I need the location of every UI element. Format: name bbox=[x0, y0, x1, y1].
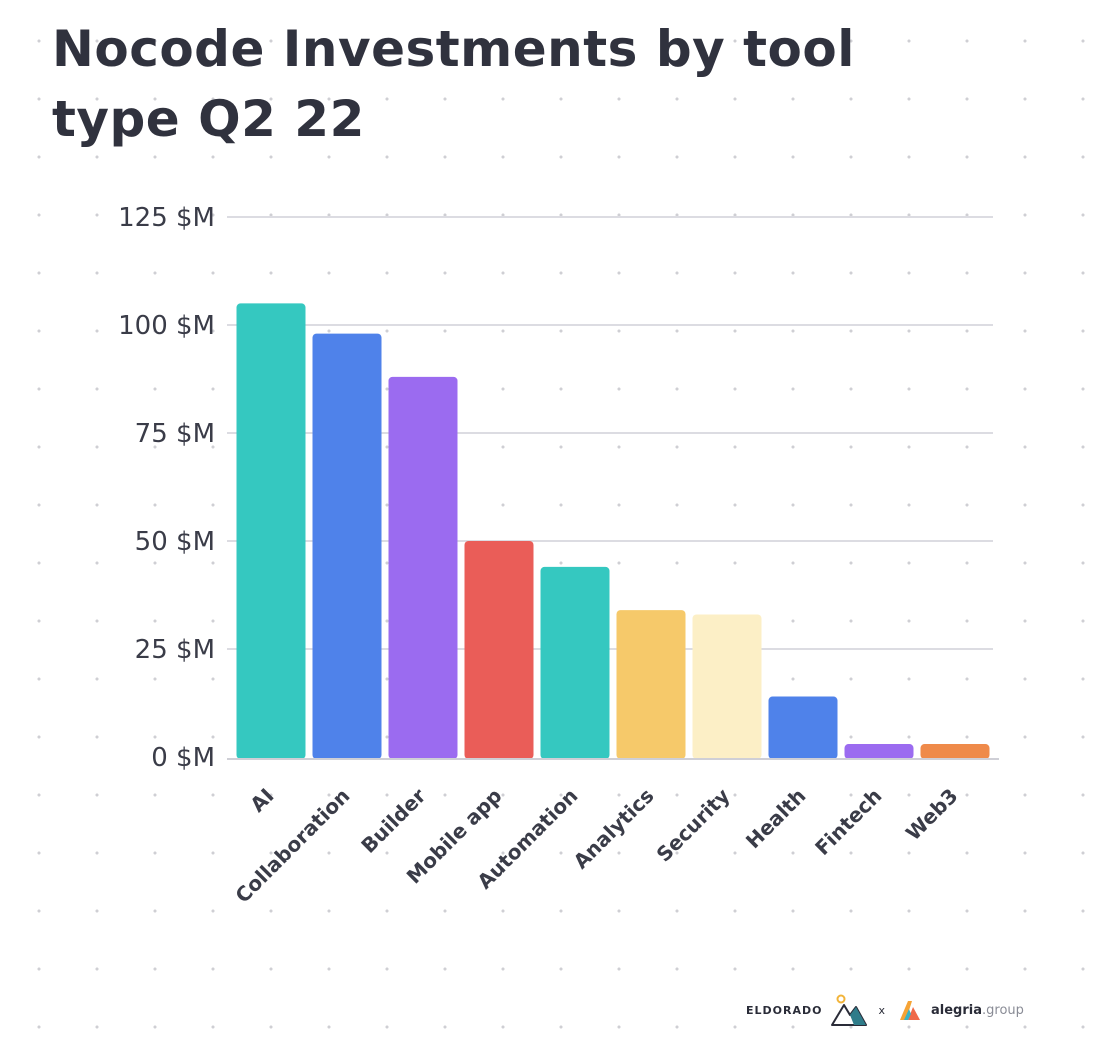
y-tick-label: 25 $M bbox=[135, 635, 215, 665]
credits-separator: x bbox=[878, 1003, 885, 1017]
y-tick-label: 125 $M bbox=[118, 203, 215, 233]
x-tick-label: Builder bbox=[356, 783, 430, 857]
bar-mobile-app bbox=[464, 541, 534, 759]
alegria-logo-suffix: .group bbox=[982, 1002, 1024, 1018]
alegria-logo-icon bbox=[900, 1001, 920, 1020]
eldorado-mountain-icon bbox=[831, 994, 868, 1026]
bar-automation bbox=[540, 566, 610, 759]
y-axis-ticks: 0 $M 25 $M 50 $M 75 $M 100 $M 125 $M bbox=[118, 203, 215, 773]
x-tick-label: Web3 bbox=[901, 784, 963, 846]
bar-web3 bbox=[920, 744, 990, 759]
bar-fintech bbox=[844, 744, 914, 759]
x-tick-label: Health bbox=[741, 784, 811, 854]
y-tick-label: 50 $M bbox=[135, 527, 215, 557]
eldorado-logo-text: ELDORADO bbox=[746, 1003, 823, 1017]
bar-ai bbox=[236, 303, 306, 759]
x-tick-label: Security bbox=[652, 784, 735, 867]
y-tick-label: 75 $M bbox=[135, 419, 215, 449]
y-tick-label: 100 $M bbox=[118, 311, 215, 341]
bar-analytics bbox=[616, 610, 686, 759]
bar-health bbox=[768, 696, 838, 759]
bar-builder bbox=[388, 376, 458, 759]
x-tick-label: Analytics bbox=[569, 784, 659, 874]
x-tick-label: Fintech bbox=[810, 784, 886, 860]
alegria-logo-text: alegria bbox=[931, 1002, 982, 1018]
y-tick-label: 0 $M bbox=[151, 743, 215, 773]
x-tick-label: AI bbox=[245, 784, 278, 817]
chart-title: Nocode Investments by tool type Q2 22 bbox=[52, 20, 855, 148]
bar-collaboration bbox=[312, 333, 382, 759]
bar-security bbox=[692, 614, 762, 759]
credits-logos: ELDORADO x alegria .group bbox=[746, 992, 1046, 1028]
bars bbox=[236, 303, 990, 759]
